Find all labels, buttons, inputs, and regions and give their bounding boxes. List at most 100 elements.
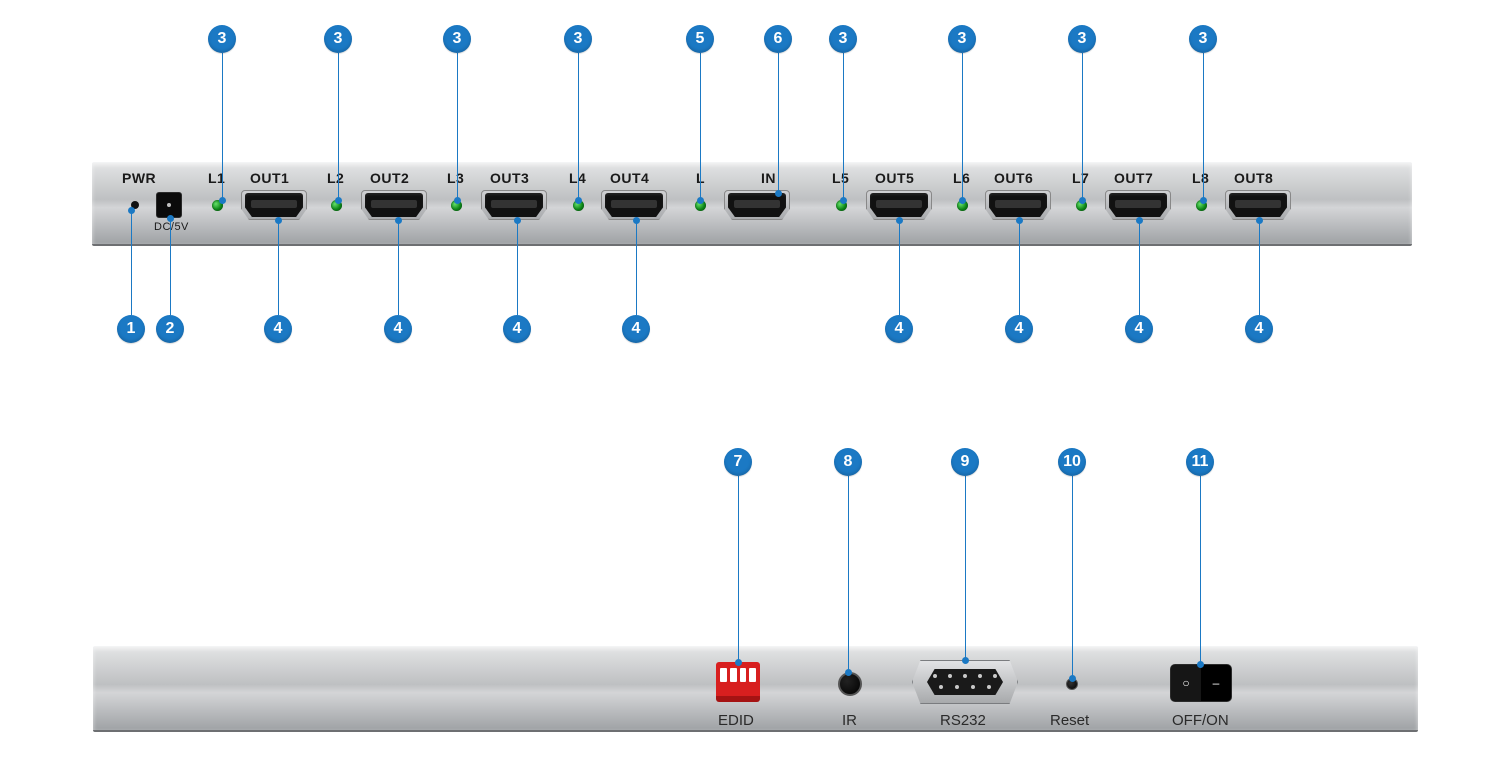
callout-leader-dot [167,215,174,222]
callout-marker: 9 [951,448,979,476]
callout-leader [848,476,849,672]
callout-leader [1019,220,1020,315]
callout-marker: 4 [264,315,292,343]
callout-marker: 4 [1005,315,1033,343]
port-label: OUT7 [1114,170,1153,186]
led-label: L8 [1192,170,1209,186]
rocker-on-icon: – [1201,665,1231,701]
callout-marker: 3 [829,25,857,53]
callout-marker: 5 [686,25,714,53]
rs232-label: RS232 [940,712,986,729]
callout-leader [1203,53,1204,200]
hdmi-out-port [1109,193,1167,217]
offon-label: OFF/ON [1172,712,1229,729]
callout-marker: 3 [564,25,592,53]
callout-leader [965,476,966,660]
edid-label: EDID [718,712,754,729]
callout-leader [1139,220,1140,315]
callout-leader [1259,220,1260,315]
callout-leader [131,210,132,315]
callout-leader [1072,476,1073,678]
callout-leader [222,53,223,200]
port-label: OUT5 [875,170,914,186]
callout-leader [962,53,963,200]
callout-marker: 4 [384,315,412,343]
callout-marker: 4 [1245,315,1273,343]
callout-marker: 3 [1068,25,1096,53]
callout-marker: 3 [208,25,236,53]
callout-leader-dot [735,659,742,666]
callout-leader-dot [575,197,582,204]
callout-marker: 3 [324,25,352,53]
callout-leader-dot [128,207,135,214]
callout-leader-dot [1197,661,1204,668]
callout-marker: 10 [1058,448,1086,476]
callout-leader [1200,476,1201,664]
edid-dip-switch [716,662,760,702]
callout-marker: 6 [764,25,792,53]
callout-leader-dot [633,217,640,224]
rs232-port [912,660,1018,704]
callout-leader [517,220,518,315]
callout-leader-dot [775,190,782,197]
callout-leader-dot [395,217,402,224]
callout-leader-dot [454,197,461,204]
port-label: OUT1 [250,170,289,186]
hdmi-out-port [245,193,303,217]
power-rocker-switch: ○ – [1170,664,1232,702]
callout-leader [899,220,900,315]
callout-leader-dot [1069,675,1076,682]
rocker-off-icon: ○ [1171,665,1201,701]
input-port-label: IN [761,170,776,186]
callout-leader [457,53,458,200]
callout-leader-dot [275,217,282,224]
callout-leader-dot [219,197,226,204]
hdmi-out-port [485,193,543,217]
led-label: L7 [1072,170,1089,186]
callout-marker: 1 [117,315,145,343]
callout-leader [170,218,171,315]
hdmi-out-port [1229,193,1287,217]
callout-leader-dot [1200,197,1207,204]
callout-marker: 11 [1186,448,1214,476]
callout-leader-dot [959,197,966,204]
ir-label: IR [842,712,857,729]
port-label: OUT2 [370,170,409,186]
pwr-label: PWR [122,170,156,186]
callout-leader-dot [840,197,847,204]
callout-leader [843,53,844,200]
callout-leader [398,220,399,315]
callout-marker: 4 [622,315,650,343]
port-label: OUT3 [490,170,529,186]
callout-marker: 3 [1189,25,1217,53]
callout-leader [338,53,339,200]
hdmi-out-port [365,193,423,217]
callout-marker: 8 [834,448,862,476]
led-label: L5 [832,170,849,186]
callout-leader-dot [697,197,704,204]
diagram-stage: PWR DC/5V L IN EDID IR RS232 Reset ○ – O… [0,0,1493,761]
callout-leader-dot [1256,217,1263,224]
reset-label: Reset [1050,712,1089,729]
hdmi-out-port [605,193,663,217]
callout-leader [1082,53,1083,200]
callout-leader [738,476,739,662]
dc5v-label: DC/5V [154,221,189,233]
led-label: L3 [447,170,464,186]
callout-leader-dot [514,217,521,224]
callout-leader-dot [896,217,903,224]
callout-leader-dot [1079,197,1086,204]
callout-leader [278,220,279,315]
port-label: OUT4 [610,170,649,186]
callout-leader [578,53,579,200]
callout-leader-dot [1016,217,1023,224]
callout-leader [778,53,779,193]
hdmi-out-port [989,193,1047,217]
callout-leader-dot [962,657,969,664]
callout-leader [700,53,701,200]
callout-marker: 3 [948,25,976,53]
callout-marker: 2 [156,315,184,343]
callout-leader-dot [845,669,852,676]
port-label: OUT8 [1234,170,1273,186]
callout-leader [636,220,637,315]
